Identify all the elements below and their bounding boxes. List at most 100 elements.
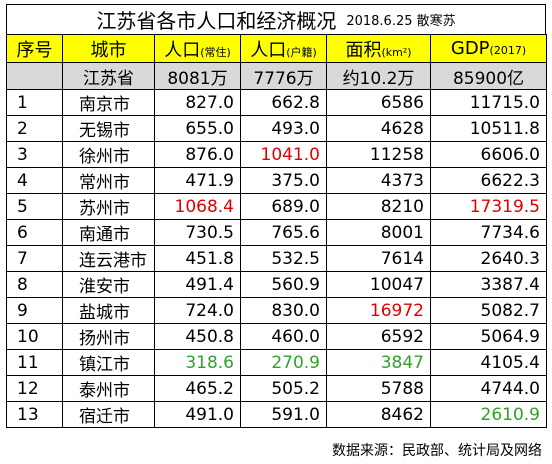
cell-pop-registered: 830.0 [240, 297, 327, 324]
cell-gdp: 6622.3 [430, 167, 547, 194]
cell-area: 6592 [326, 323, 431, 350]
cell-gdp: 3387.4 [430, 271, 547, 298]
table-title-row: 江苏省各市人口和经济概况 2018.6.25 散寒苏 [6, 4, 546, 34]
cell-pop-resident: 465.2 [154, 375, 241, 402]
header-gdp: GDP(2017) [430, 34, 547, 63]
cell-index: 4 [6, 167, 63, 194]
cell-pop-registered: 505.2 [240, 375, 327, 402]
header-pop-registered-unit: (户籍) [286, 45, 317, 59]
cell-pop-resident: 491.0 [154, 401, 241, 428]
cell-gdp: 4105.4 [430, 349, 547, 376]
cell-index: 3 [6, 141, 63, 168]
cell-pop-registered: 493.0 [240, 115, 327, 142]
data-source-note: 数据来源：民政部、统计局及网络 [332, 443, 542, 459]
cell-gdp: 11715.0 [430, 89, 547, 116]
table-title: 江苏省各市人口和经济概况 [96, 9, 337, 33]
header-pop-resident-unit: (常住) [200, 45, 231, 59]
cell-pop-resident: 450.8 [154, 323, 241, 350]
header-area-label: 面积 [345, 39, 382, 61]
cell-gdp: 4744.0 [430, 375, 547, 402]
table-row: 12 泰州市 465.2 505.2 5788 4744.0 [6, 375, 547, 402]
cell-index: 11 [6, 349, 63, 376]
header-city: 城市 [62, 34, 155, 63]
header-area-unit: (km²) [381, 45, 412, 59]
cell-area: 10047 [326, 271, 431, 298]
cell-city: 无锡市 [62, 115, 155, 142]
cell-pop-resident: 451.8 [154, 245, 241, 272]
cell-area: 4628 [326, 115, 431, 142]
cell-pop-registered: 662.8 [240, 89, 327, 116]
cell-gdp: 7734.6 [430, 219, 547, 246]
header-pop-resident: 人口(常住) [154, 34, 241, 63]
cell-city: 连云港市 [62, 245, 155, 272]
cell-pop-resident: 827.0 [154, 89, 241, 116]
cell-index: 6 [6, 219, 63, 246]
table-row: 7 连云港市 451.8 532.5 7614 2640.3 [6, 245, 547, 272]
cell-pop-resident: 730.5 [154, 219, 241, 246]
cell-pop-resident: 491.4 [154, 271, 241, 298]
total-pop-registered: 7776万 [240, 62, 327, 90]
table-row: 11 镇江市 318.6 270.9 3847 4105.4 [6, 349, 547, 376]
table-row: 10 扬州市 450.8 460.0 6592 5064.9 [6, 323, 547, 350]
cell-pop-registered: 375.0 [240, 167, 327, 194]
header-pop-resident-label: 人口 [164, 39, 201, 61]
cell-city: 宿迁市 [62, 401, 155, 428]
cell-gdp: 2640.3 [430, 245, 547, 272]
cell-area: 5788 [326, 375, 431, 402]
cell-pop-resident: 318.6 [154, 349, 241, 376]
table-subtitle: 2018.6.25 散寒苏 [346, 14, 456, 29]
data-table: 序号 城市 人口(常住) 人口(户籍) 面积(km²) GDP(2017) 江苏… [6, 34, 547, 428]
cell-pop-registered: 532.5 [240, 245, 327, 272]
cell-pop-registered: 591.0 [240, 401, 327, 428]
cell-city: 常州市 [62, 167, 155, 194]
cell-pop-resident: 1068.4 [154, 193, 241, 220]
table-row: 5 苏州市 1068.4 689.0 8210 17319.5 [6, 193, 547, 220]
table-row: 1 南京市 827.0 662.8 6586 11715.0 [6, 89, 547, 116]
cell-pop-registered: 460.0 [240, 323, 327, 350]
cell-city: 南京市 [62, 89, 155, 116]
cell-area: 7614 [326, 245, 431, 272]
cell-pop-registered: 765.6 [240, 219, 327, 246]
cell-area: 11258 [326, 141, 431, 168]
cell-index: 13 [6, 401, 63, 428]
population-economy-table-container: 江苏省各市人口和经济概况 2018.6.25 散寒苏 序号 城市 人口(常住) … [6, 4, 547, 428]
cell-index: 5 [6, 193, 63, 220]
cell-pop-resident: 876.0 [154, 141, 241, 168]
cell-gdp: 5064.9 [430, 323, 547, 350]
total-pop-resident: 8081万 [154, 62, 241, 90]
header-gdp-unit: (2017) [489, 44, 527, 57]
header-row: 序号 城市 人口(常住) 人口(户籍) 面积(km²) GDP(2017) [6, 34, 547, 63]
table-row: 8 淮安市 491.4 560.9 10047 3387.4 [6, 271, 547, 298]
header-pop-registered: 人口(户籍) [240, 34, 327, 63]
cell-area: 6586 [326, 89, 431, 116]
total-city: 江苏省 [62, 62, 155, 90]
cell-area: 3847 [326, 349, 431, 376]
cell-gdp: 5082.7 [430, 297, 547, 324]
cell-city: 扬州市 [62, 323, 155, 350]
header-area: 面积(km²) [326, 34, 431, 63]
cell-gdp: 10511.8 [430, 115, 547, 142]
header-index: 序号 [6, 34, 63, 63]
cell-area: 8210 [326, 193, 431, 220]
cell-city: 苏州市 [62, 193, 155, 220]
cell-city: 淮安市 [62, 271, 155, 298]
total-row: 江苏省 8081万 7776万 约10.2万 85900亿 [6, 62, 547, 90]
cell-pop-resident: 471.9 [154, 167, 241, 194]
cell-index: 8 [6, 271, 63, 298]
cell-pop-resident: 724.0 [154, 297, 241, 324]
cell-city: 泰州市 [62, 375, 155, 402]
cell-index: 12 [6, 375, 63, 402]
table-row: 3 徐州市 876.0 1041.0 11258 6606.0 [6, 141, 547, 168]
cell-pop-registered: 560.9 [240, 271, 327, 298]
table-row: 4 常州市 471.9 375.0 4373 6622.3 [6, 167, 547, 194]
total-gdp: 85900亿 [430, 62, 547, 90]
cell-index: 2 [6, 115, 63, 142]
cell-pop-registered: 270.9 [240, 349, 327, 376]
table-row: 2 无锡市 655.0 493.0 4628 10511.8 [6, 115, 547, 142]
cell-city: 镇江市 [62, 349, 155, 376]
cell-area: 16972 [326, 297, 431, 324]
cell-index: 10 [6, 323, 63, 350]
cell-gdp: 6606.0 [430, 141, 547, 168]
table-row: 13 宿迁市 491.0 591.0 8462 2610.9 [6, 401, 547, 428]
cell-pop-registered: 689.0 [240, 193, 327, 220]
